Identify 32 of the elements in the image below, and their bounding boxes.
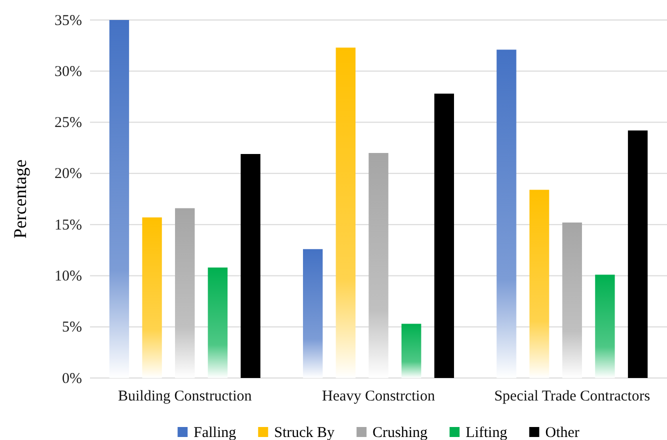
bar xyxy=(434,94,454,378)
bar xyxy=(368,152,388,378)
bar xyxy=(562,222,582,378)
bar xyxy=(336,48,356,378)
legend-label: Lifting xyxy=(466,425,508,440)
y-tick-label: 5% xyxy=(62,320,82,336)
x-tick-label: Heavy Constrction xyxy=(322,388,436,405)
bar xyxy=(142,217,162,378)
legend-label: Crushing xyxy=(372,425,428,440)
y-tick-label: 20% xyxy=(54,166,82,182)
legend-label: Struck By xyxy=(274,425,336,440)
x-tick-label: Building Construction xyxy=(118,388,252,405)
y-axis-title: Percentage xyxy=(10,160,30,238)
bar xyxy=(496,50,516,378)
bar xyxy=(401,324,422,378)
bar xyxy=(175,208,195,378)
bar xyxy=(529,190,550,378)
bar xyxy=(628,130,648,378)
bar xyxy=(595,274,615,378)
y-tick-label: 30% xyxy=(54,64,82,80)
y-tick-label: 15% xyxy=(54,217,82,234)
legend-label: Other xyxy=(545,425,580,440)
y-tick-label: 25% xyxy=(54,115,82,132)
bar xyxy=(240,154,260,378)
bar xyxy=(302,249,323,378)
y-tick-label: 35% xyxy=(54,12,82,29)
legend-label: Falling xyxy=(194,425,237,440)
y-tick-label: 0% xyxy=(62,370,82,387)
bar xyxy=(109,20,130,378)
y-tick-label: 10% xyxy=(54,268,82,285)
x-tick-label: Special Trade Contractors xyxy=(494,388,650,405)
bar xyxy=(208,268,228,378)
